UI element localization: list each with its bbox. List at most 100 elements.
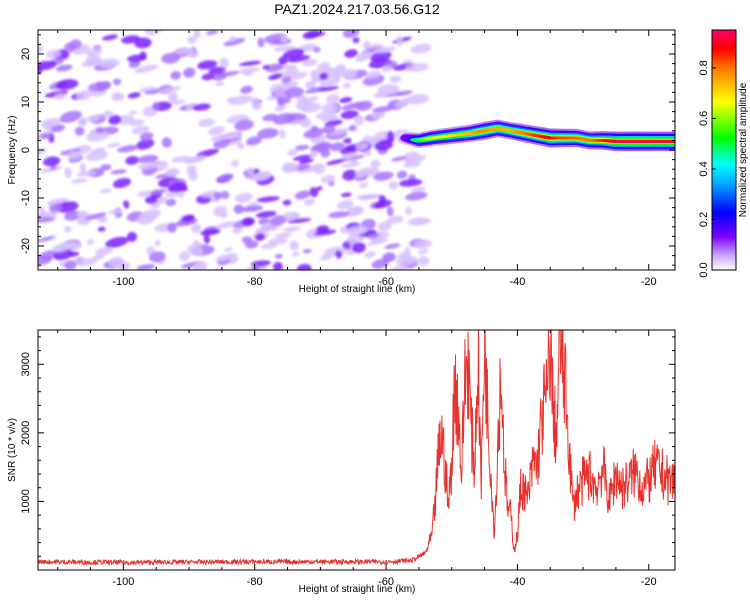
noise-blob [85,150,109,162]
noise-blob [97,81,112,91]
noise-blob [165,198,177,207]
noise-blob [76,220,85,225]
colorbar-gradient [711,29,737,271]
noise-blob [283,211,298,221]
noise-blob [319,254,332,261]
noise-blob [355,142,369,151]
noise-blob [354,168,374,178]
noise-blob [289,240,299,251]
noise-blob [342,82,351,89]
noise-blob [139,132,154,142]
noise-blob [386,206,394,217]
noise-blob [76,171,96,177]
y-tick-label: 20 [20,48,32,60]
noise-blob [305,80,316,89]
noise-blob [95,247,113,256]
noise-blob [296,263,312,270]
noise-blob [278,128,286,139]
noise-blob [165,190,181,198]
noise-blob [298,158,314,164]
noise-blob [136,139,155,150]
noise-blob [64,166,72,178]
colorbar-tick-label: 0.4 [698,161,710,176]
noise-blob [59,148,81,156]
noise-blob [171,156,192,163]
noise-blob [284,81,299,89]
snr-frame [37,329,676,571]
noise-blob [355,100,373,111]
spectrogram-x-label: Height of straight line (km) [299,284,416,295]
noise-blob [144,30,162,36]
noise-blob [262,64,270,70]
x-tick-label: -20 [641,276,657,288]
noise-blob [234,119,254,131]
noise-blob [317,62,331,70]
noise-blob [161,137,172,148]
noise-blob [167,222,177,233]
noise-blob [364,251,376,259]
noise-blob [304,86,326,94]
noise-blob [274,104,286,112]
noise-blob [76,258,98,267]
noise-blob [292,154,314,161]
noise-blob [320,174,336,184]
noise-blob [316,186,323,191]
spectrogram-noise-blobs [38,30,433,270]
noise-blob [302,248,312,254]
noise-blob [390,265,407,270]
noise-blob [373,171,394,181]
noise-blob [282,48,305,59]
noise-blob [233,204,244,214]
noise-blob [386,130,395,142]
noise-blob [193,30,201,39]
noise-blob [137,190,154,197]
spectrogram-y-ticks: -20 -10 0 10 20 [20,34,675,266]
noise-blob [240,85,253,94]
noise-blob [184,155,206,163]
noise-blob [219,57,229,69]
noise-blob [340,192,352,198]
noise-blob [359,51,372,60]
noise-blob [154,240,161,247]
noise-blob [127,92,141,99]
noise-blob [126,231,138,242]
x-tick-label: -20 [641,576,657,588]
noise-blob [344,49,358,58]
noise-blob [166,169,177,176]
noise-blob [115,92,125,101]
noise-blob [367,233,380,238]
snr-x-label: Height of straight line (km) [299,584,416,595]
noise-blob [128,60,141,68]
noise-blob [44,90,69,98]
noise-blob [363,150,372,156]
snr-plot-area [38,330,675,570]
noise-blob [239,60,262,67]
noise-blob [64,260,77,270]
noise-blob [215,254,235,262]
colorbar-label: Normalized spectral amplitude [738,82,749,217]
noise-blob [374,140,394,151]
noise-blob [188,51,199,58]
noise-blob [231,226,243,234]
noise-blob [405,62,429,72]
noise-blob [352,242,366,254]
noise-blob [324,119,343,127]
noise-blob [391,156,407,162]
noise-blob [139,51,147,61]
noise-blob [325,94,340,104]
noise-blob [370,159,381,169]
noise-blob [278,56,288,65]
noise-blob [339,97,353,103]
noise-blob [71,178,88,184]
x-tick-label: -80 [247,576,263,588]
noise-blob [281,162,299,174]
noise-blob [39,250,58,261]
noise-blob [220,190,230,200]
noise-blob [100,164,112,171]
noise-blob [79,162,86,174]
noise-blob [117,145,139,153]
noise-blob [395,100,408,108]
y-tick-label: 2000 [20,421,32,445]
noise-blob [317,86,339,92]
colorbar-ticks: 0.0 0.2 0.4 0.6 0.8 [698,60,716,278]
